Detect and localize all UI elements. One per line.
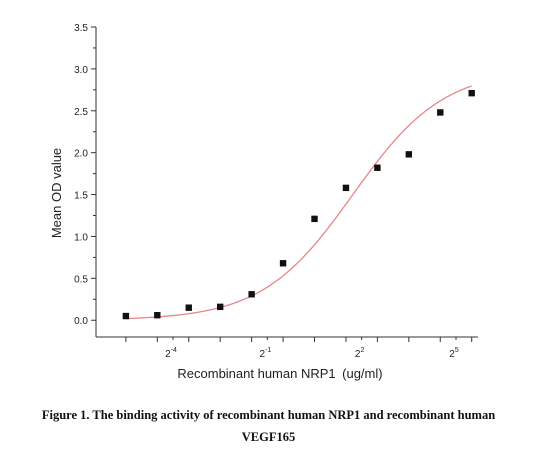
chart-axes: 0.0 0.5 1.0 1.5 2.0 2.5 3.0 3.5 2-4 2-1 22 25	[74, 23, 478, 360]
fit-curve	[125, 85, 472, 320]
x-tick-label: 2-1	[259, 347, 271, 360]
data-point	[342, 184, 350, 192]
x-axis-label: Recombinant human NRP1 (ug/ml)	[177, 366, 382, 381]
data-points	[122, 89, 475, 320]
binding-activity-chart: 0.0 0.5 1.0 1.5 2.0 2.5 3.0 3.5 2-4 2-1 22 25 Mean …	[49, 23, 478, 381]
y-tick-label: 0.0	[74, 316, 88, 327]
data-point	[216, 303, 224, 311]
x-tick-label: 22	[355, 347, 365, 360]
y-tick-label: 3.5	[74, 23, 88, 34]
data-point	[468, 89, 475, 97]
caption-line-1: Figure 1. The binding activity of recomb…	[41, 408, 496, 422]
data-point	[405, 151, 413, 158]
y-tick-label: 1.0	[74, 232, 88, 243]
data-point	[374, 164, 381, 171]
data-point	[185, 304, 192, 311]
data-point	[248, 291, 255, 298]
x-tick-label: 25	[449, 347, 459, 360]
y-tick-label: 1.5	[74, 191, 88, 202]
y-tick-label: 3.0	[74, 65, 88, 76]
y-tick-label: 2.0	[74, 149, 88, 160]
data-point	[154, 312, 161, 319]
y-tick-label: 0.5	[74, 274, 88, 285]
data-point	[279, 260, 287, 267]
y-axis-label: Mean OD value	[49, 148, 64, 238]
data-point	[311, 215, 318, 223]
figure-caption: Figure 1. The binding activity of recomb…	[0, 404, 537, 448]
data-point	[122, 312, 130, 320]
data-point	[437, 109, 444, 116]
y-tick-label: 2.5	[74, 107, 88, 118]
x-tick-label: 2-4	[165, 347, 177, 360]
caption-line-2: VEGF165	[241, 430, 296, 444]
